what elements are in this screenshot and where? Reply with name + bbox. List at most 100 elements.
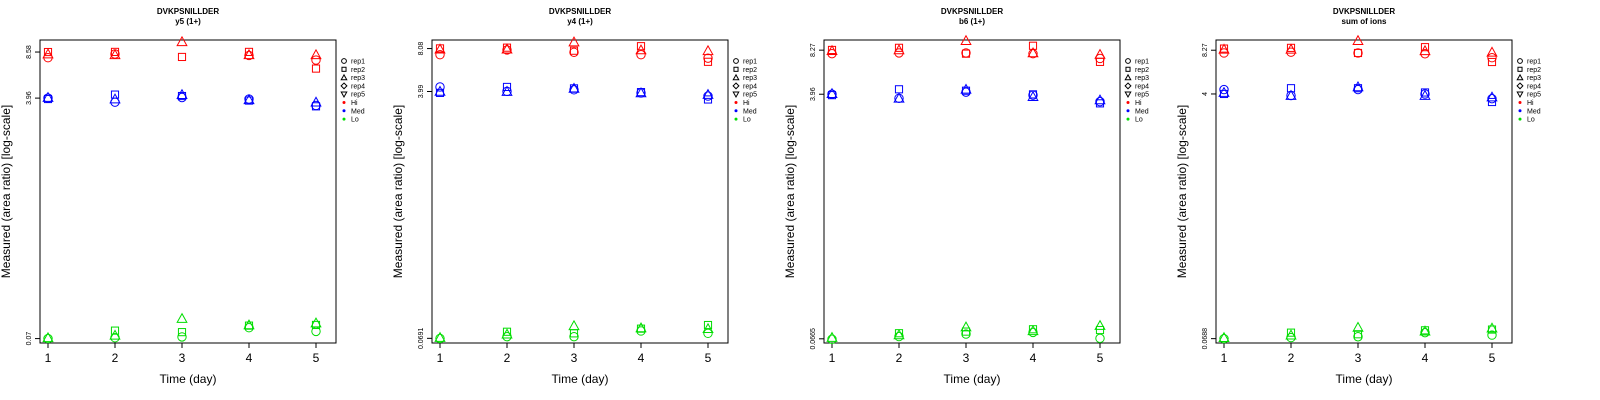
legend-marker: [732, 91, 740, 98]
data-point: [961, 329, 971, 339]
chart-subtitle: y4 (1+): [567, 17, 593, 26]
x-tick-label: 1: [437, 351, 444, 365]
legend-label: rep4: [1527, 83, 1541, 90]
data-point: [703, 328, 713, 339]
legend-marker: [342, 109, 346, 113]
data-point: [434, 331, 446, 342]
legend-label: Lo: [351, 117, 359, 124]
legend-label: Med: [1135, 108, 1149, 115]
legend-marker: [1516, 91, 1524, 98]
legend-label: Hi: [1135, 100, 1142, 107]
data-point: [1487, 330, 1497, 340]
chart-title: DVKPSNILLDER: [549, 7, 611, 16]
series-lo: [826, 319, 1106, 344]
y-tick-label: 8.08: [418, 42, 425, 56]
x-tick-label: 4: [1030, 351, 1037, 365]
data-point: [1352, 34, 1364, 45]
series-med: [1218, 81, 1498, 107]
legend-label: rep4: [1135, 83, 1149, 90]
data-point: [435, 50, 445, 60]
legend-label: rep1: [743, 59, 757, 66]
data-point: [1487, 97, 1497, 107]
legend-label: rep5: [1527, 92, 1541, 99]
data-point: [1286, 84, 1296, 93]
data-point: [1486, 322, 1498, 333]
series-med: [434, 82, 714, 104]
legend-label: rep4: [351, 83, 365, 90]
series-med: [42, 88, 322, 111]
legend-marker: [1516, 73, 1524, 81]
legend-marker: [1517, 66, 1523, 72]
series-hi: [42, 35, 322, 73]
data-point: [1285, 89, 1297, 100]
legend-label: Med: [1527, 108, 1541, 115]
data-point: [42, 331, 54, 343]
data-point: [569, 46, 579, 55]
data-point: [703, 320, 713, 330]
legend-marker: [341, 58, 347, 64]
data-point: [176, 88, 188, 99]
legend-marker: [1124, 73, 1132, 81]
data-point: [702, 88, 714, 99]
legend-label: rep5: [351, 92, 365, 99]
data-point: [827, 334, 837, 344]
legend-label: rep2: [1527, 67, 1541, 74]
data-point: [1219, 84, 1229, 95]
x-axis-label: Time (day): [160, 372, 217, 386]
legend-label: rep2: [743, 67, 757, 74]
data-point: [1486, 46, 1498, 57]
legend-marker: [1518, 109, 1522, 113]
legend-marker: [1125, 58, 1131, 64]
data-point: [110, 47, 120, 56]
data-point: [1487, 57, 1497, 67]
x-tick-label: 1: [1221, 351, 1228, 365]
y-tick-label: 0.07: [26, 332, 33, 346]
legend-label: Hi: [743, 100, 750, 107]
data-point: [1095, 96, 1105, 107]
x-tick-label: 5: [1489, 351, 1496, 365]
data-point: [1219, 333, 1229, 344]
legend-label: Hi: [1527, 100, 1534, 107]
data-point: [1419, 89, 1431, 100]
data-point: [435, 82, 445, 92]
legend-label: rep4: [743, 83, 757, 90]
legend-label: rep1: [1135, 59, 1149, 66]
y-tick-label: 0.0688: [1202, 328, 1209, 350]
data-point: [42, 48, 54, 59]
series-med: [826, 83, 1106, 108]
y-tick-label: 8.58: [26, 45, 33, 59]
data-point: [109, 93, 121, 104]
data-point: [703, 95, 713, 104]
data-point: [501, 328, 513, 339]
x-tick-label: 5: [1097, 351, 1104, 365]
plot-frame: [39, 39, 337, 344]
legend-marker: [340, 73, 348, 81]
data-point: [1420, 43, 1430, 52]
data-point: [1285, 329, 1297, 340]
legend-marker: [1126, 101, 1130, 104]
y-axis-label: Measured (area ratio) [log-scale]: [783, 105, 797, 278]
data-point: [568, 82, 580, 93]
data-point: [1095, 325, 1105, 335]
data-point: [310, 48, 322, 60]
data-point: [110, 326, 120, 335]
legend-label: rep2: [351, 67, 365, 74]
legend-marker: [1124, 91, 1132, 98]
y-axis-label: Measured (area ratio) [log-scale]: [1175, 105, 1189, 278]
data-point: [1487, 93, 1497, 104]
x-tick-label: 1: [829, 351, 836, 365]
data-point: [435, 333, 445, 344]
legend-label: Lo: [743, 117, 751, 124]
y-tick-label: 0.0665: [810, 328, 817, 350]
data-point: [1218, 43, 1230, 54]
data-point: [1353, 330, 1363, 339]
data-point: [1027, 47, 1039, 58]
chart-subtitle: y5 (1+): [175, 17, 201, 26]
data-point: [826, 44, 838, 56]
legend-marker: [734, 117, 738, 121]
data-point: [310, 96, 322, 107]
legend-marker: [1126, 117, 1130, 121]
